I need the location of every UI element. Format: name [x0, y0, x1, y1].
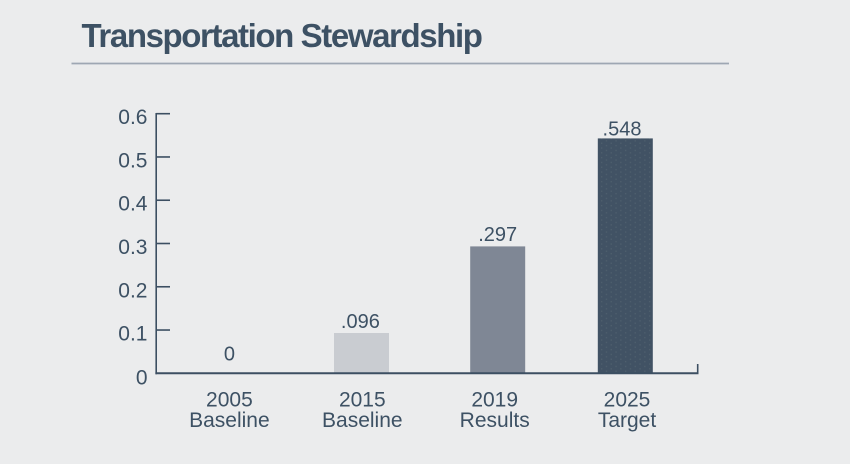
svg-text:2005: 2005 [206, 388, 253, 411]
svg-text:0.6: 0.6 [118, 106, 147, 129]
svg-text:Target: Target [598, 409, 657, 432]
svg-text:.096: .096 [341, 311, 380, 333]
svg-text:0.5: 0.5 [118, 150, 147, 173]
svg-text:Transportation Stewardship: Transportation Stewardship [82, 17, 482, 54]
svg-text:.548: .548 [603, 119, 642, 141]
svg-text:0.3: 0.3 [118, 236, 147, 259]
svg-text:0.1: 0.1 [118, 323, 147, 346]
svg-text:.297: .297 [478, 224, 517, 246]
svg-text:0.4: 0.4 [118, 193, 148, 216]
svg-text:0.2: 0.2 [118, 279, 147, 302]
svg-text:Baseline: Baseline [322, 409, 403, 432]
svg-text:2015: 2015 [339, 388, 386, 411]
svg-text:2019: 2019 [471, 388, 518, 411]
svg-text:Results: Results [460, 409, 530, 432]
svg-text:Baseline: Baseline [189, 409, 270, 432]
svg-text:0: 0 [136, 366, 148, 389]
svg-text:2025: 2025 [604, 388, 651, 411]
svg-text:0: 0 [224, 344, 235, 366]
